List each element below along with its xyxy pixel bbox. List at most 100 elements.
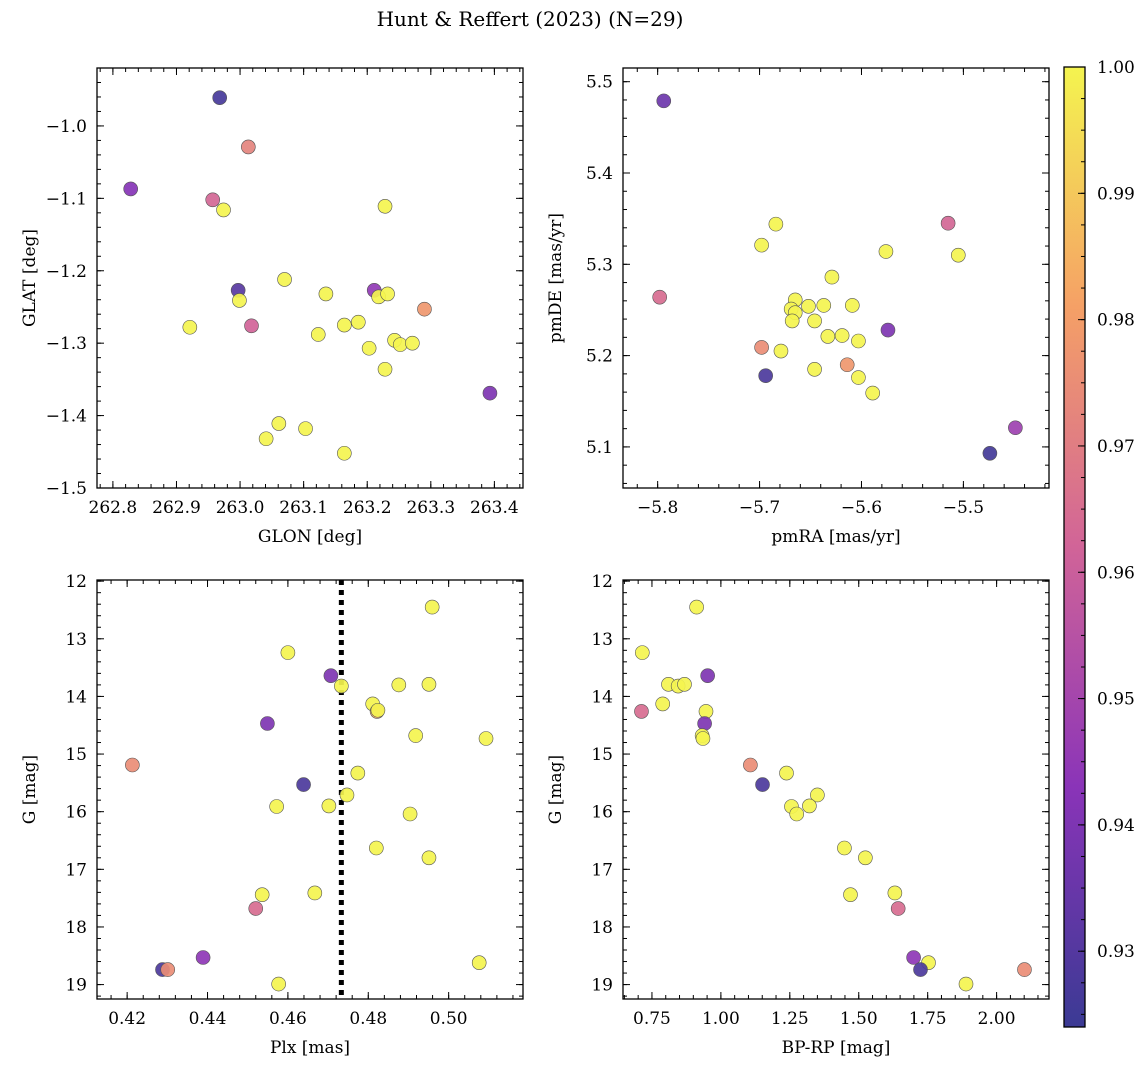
x-tick-label: 263.0 — [216, 498, 265, 518]
x-axis-label: GLON [deg] — [258, 527, 362, 547]
scatter-point — [1008, 420, 1023, 436]
scatter-point — [232, 293, 247, 308]
scatter-point — [123, 181, 138, 197]
y-tick-label: −1.2 — [46, 262, 87, 282]
scatter-point — [337, 445, 352, 461]
scatter-point — [391, 677, 407, 693]
scatter-point — [982, 446, 998, 461]
panels: 262.8 262.9 263.0 263.1 263.2 263.3 263.4 −1.5 −… — [20, 67, 1050, 1058]
scatter-point — [244, 318, 259, 334]
scatter-point — [1017, 962, 1032, 977]
y-axis-label: G [mag] — [546, 755, 566, 824]
x-axis-label: BP-RP [mag] — [782, 1038, 891, 1058]
y-tick-label: 12 — [65, 572, 87, 592]
x-tick-label: 263.1 — [279, 498, 328, 518]
y-tick-label: 5.5 — [586, 73, 613, 93]
y-axis-label: G [mag] — [20, 755, 40, 824]
scatter-point — [652, 289, 667, 305]
scatter-point — [417, 301, 432, 317]
y-tick-label: 18 — [65, 918, 87, 938]
scatter-point — [321, 798, 337, 814]
figure-title: Hunt & Reffert (2023) (N=29) — [377, 7, 684, 31]
scatter-point — [216, 202, 231, 218]
y-tick-label: −1.5 — [46, 479, 87, 499]
y-tick-label: 14 — [65, 687, 87, 707]
y-tick-label: 15 — [65, 745, 87, 765]
scatter-point — [810, 787, 825, 803]
y-axis-label: pmDE [mas/yr] — [546, 213, 566, 343]
panel-bprp-g: 0.75 1.00 1.25 1.50 1.75 2.00 12 13 14 15 16 17 18 19… — [546, 572, 1050, 1058]
scatter-point — [865, 385, 880, 401]
scatter-point — [758, 368, 773, 383]
scatter-point — [160, 962, 176, 977]
x-tick-label: −5.8 — [637, 498, 678, 518]
scatter-point — [277, 272, 292, 287]
scatter-point — [318, 286, 334, 302]
scatter-point — [890, 901, 906, 916]
scatter-point — [802, 798, 817, 814]
y-tick-label: 19 — [65, 976, 87, 996]
scatter-point — [635, 645, 650, 660]
scatter-point — [851, 370, 866, 385]
x-tick-label: −5.6 — [841, 498, 882, 518]
y-tick-label: 16 — [65, 803, 87, 823]
colorbar-tick-label: 0.93 — [1097, 942, 1135, 962]
y-tick-label: −1.1 — [46, 189, 87, 209]
y-tick-label: 5.4 — [586, 164, 613, 184]
panel-pmra-pmde: −5.8 −5.7 −5.6 −5.5 5.1 5.2 5.3 5.4 5.5 pmRA [mas… — [546, 67, 1050, 547]
scatter-point — [392, 337, 408, 352]
x-tick-label: 0.46 — [269, 1009, 307, 1029]
scatter-point — [248, 901, 264, 916]
scatter-point — [689, 599, 704, 615]
axes-frame — [96, 67, 524, 489]
scatter-point — [258, 431, 274, 447]
scatter-point — [408, 728, 423, 743]
scatter-point — [271, 416, 287, 431]
scatter-point — [125, 757, 140, 773]
y-tick-label: −1.4 — [46, 407, 87, 427]
scatter-point — [361, 340, 377, 356]
y-tick-label: 16 — [591, 803, 613, 823]
scatter-point — [212, 90, 228, 105]
colorbar-tick-label: 0.99 — [1097, 184, 1135, 204]
y-tick-label: 17 — [591, 860, 613, 880]
x-tick-label: 0.50 — [430, 1009, 468, 1029]
panel-glon-glat: 262.8 262.9 263.0 263.1 263.2 263.3 263.4 −1.5 −… — [20, 67, 524, 547]
x-tick-label: 263.4 — [470, 498, 519, 518]
scatter-point — [405, 335, 420, 351]
y-tick-label: 15 — [591, 745, 613, 765]
scatter-point — [700, 668, 715, 683]
axes-frame — [622, 579, 1050, 1000]
scatter-point — [269, 799, 284, 814]
scatter-point — [784, 313, 800, 329]
colorbar-tick-label: 0.97 — [1097, 437, 1135, 457]
scatter-point — [880, 322, 896, 338]
y-tick-label: −1.3 — [46, 334, 87, 354]
colorbar-tick-label: 0.96 — [1097, 563, 1135, 583]
colorbar-gradient — [1064, 67, 1085, 1027]
axes-frame — [622, 67, 1050, 489]
x-tick-label: −5.5 — [943, 498, 984, 518]
x-tick-label: 0.75 — [633, 1009, 671, 1029]
scatter-point — [421, 850, 437, 866]
scatter-point — [834, 328, 850, 343]
scatter-point — [195, 950, 211, 965]
scatter-point — [958, 976, 974, 992]
x-axis-label: pmRA [mas/yr] — [771, 527, 900, 547]
scatter-point — [380, 286, 395, 302]
scatter-point — [478, 731, 494, 746]
scatter-point — [350, 765, 366, 781]
scatter-point — [421, 677, 437, 692]
colorbar-tick-label: 0.95 — [1097, 690, 1135, 710]
scatter-point — [843, 887, 858, 902]
scatter-point — [801, 299, 816, 314]
x-tick-label: 1.25 — [771, 1009, 809, 1029]
scatter-point — [878, 244, 894, 259]
scatter-point — [697, 716, 712, 731]
scatter-point — [471, 955, 487, 970]
axes-frame — [96, 579, 524, 1000]
scatter-point — [351, 314, 366, 330]
scatter-point — [402, 806, 418, 822]
y-tick-label: 5.3 — [586, 255, 613, 275]
scatter-point — [254, 887, 270, 902]
